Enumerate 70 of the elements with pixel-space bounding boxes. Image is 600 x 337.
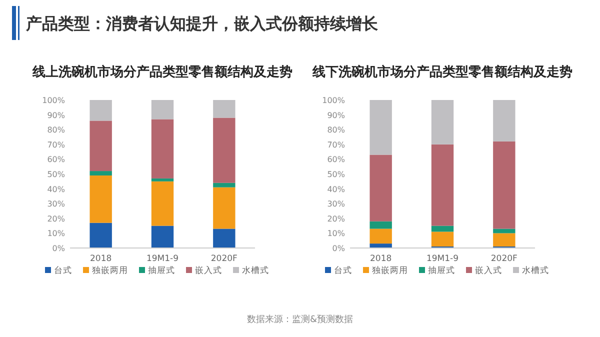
x-tick-label: 2020F	[210, 254, 238, 264]
bar	[90, 175, 112, 223]
x-tick-label: 2018	[370, 254, 392, 264]
x-tick-label: 2018	[90, 254, 112, 264]
bar	[493, 233, 516, 247]
y-tick-label: 60%	[47, 155, 66, 164]
chart-title: 线上洗碗机市场分产品类型零售额结构及走势	[32, 64, 292, 80]
bar	[151, 181, 174, 226]
y-tick-label: 20%	[47, 214, 66, 224]
bar	[370, 154, 392, 222]
y-tick-label: 70%	[327, 140, 346, 150]
y-tick-label: 60%	[327, 155, 346, 164]
bar	[213, 182, 236, 188]
bar	[431, 232, 454, 247]
y-tick-label: 90%	[327, 110, 346, 120]
bar	[151, 226, 174, 248]
chart-title: 线下洗碗机市场分产品类型零售额结构及走势	[312, 64, 572, 80]
x-tick-label: 19M1-9	[146, 254, 179, 264]
y-tick-label: 100%	[322, 96, 346, 105]
bar	[90, 222, 112, 248]
bar	[493, 141, 516, 229]
bar	[213, 100, 236, 118]
legend-label: 抽屉式	[428, 265, 455, 276]
y-tick-label: 70%	[47, 140, 66, 150]
y-tick-label: 50%	[47, 170, 66, 179]
bar	[493, 100, 516, 142]
y-tick-label: 80%	[327, 126, 346, 135]
bar	[90, 100, 112, 121]
legend-label: 台式	[54, 265, 72, 276]
legend-label: 水槽式	[242, 265, 269, 276]
bar	[151, 119, 174, 178]
bar	[493, 228, 516, 234]
y-tick-label: 0%	[52, 244, 66, 253]
y-tick-label: 90%	[47, 110, 66, 120]
legend-label: 抽屉式	[148, 265, 175, 276]
y-tick-label: 80%	[47, 126, 66, 135]
y-tick-label: 40%	[47, 184, 66, 194]
text: 产品类型：消费者认知提升，嵌入式份额持续增长	[25, 14, 379, 33]
legend-label: 独嵌两用	[92, 265, 128, 276]
y-tick-label: 0%	[332, 244, 346, 253]
bar	[151, 100, 174, 120]
y-tick-label: 40%	[327, 184, 346, 194]
bar	[431, 100, 454, 144]
bar	[370, 100, 392, 155]
bar	[151, 178, 174, 182]
y-tick-label: 10%	[47, 229, 66, 238]
bar	[90, 171, 112, 176]
bar	[431, 144, 454, 226]
y-tick-label: 100%	[42, 96, 66, 105]
bar	[90, 120, 112, 172]
legend-label: 台式	[334, 265, 352, 276]
x-tick-label: 19M1-9	[426, 254, 459, 264]
legend-label: 嵌入式	[195, 265, 222, 276]
y-tick-label: 30%	[47, 200, 66, 209]
legend-label: 独嵌两用	[372, 265, 408, 276]
bar	[213, 118, 236, 183]
x-tick-label: 2020F	[490, 254, 518, 264]
bar	[370, 244, 392, 248]
legend-label: 水槽式	[522, 265, 549, 276]
bar	[213, 187, 236, 229]
y-tick-label: 30%	[327, 200, 346, 209]
legend-label: 嵌入式	[475, 265, 502, 276]
bar	[213, 228, 236, 248]
y-tick-label: 50%	[327, 170, 346, 179]
source-note: 数据来源：监测&预测数据	[246, 314, 354, 325]
y-tick-label: 10%	[327, 229, 346, 238]
bar	[370, 221, 392, 229]
bar	[431, 226, 454, 232]
y-tick-label: 20%	[327, 214, 346, 224]
bar	[370, 228, 392, 244]
